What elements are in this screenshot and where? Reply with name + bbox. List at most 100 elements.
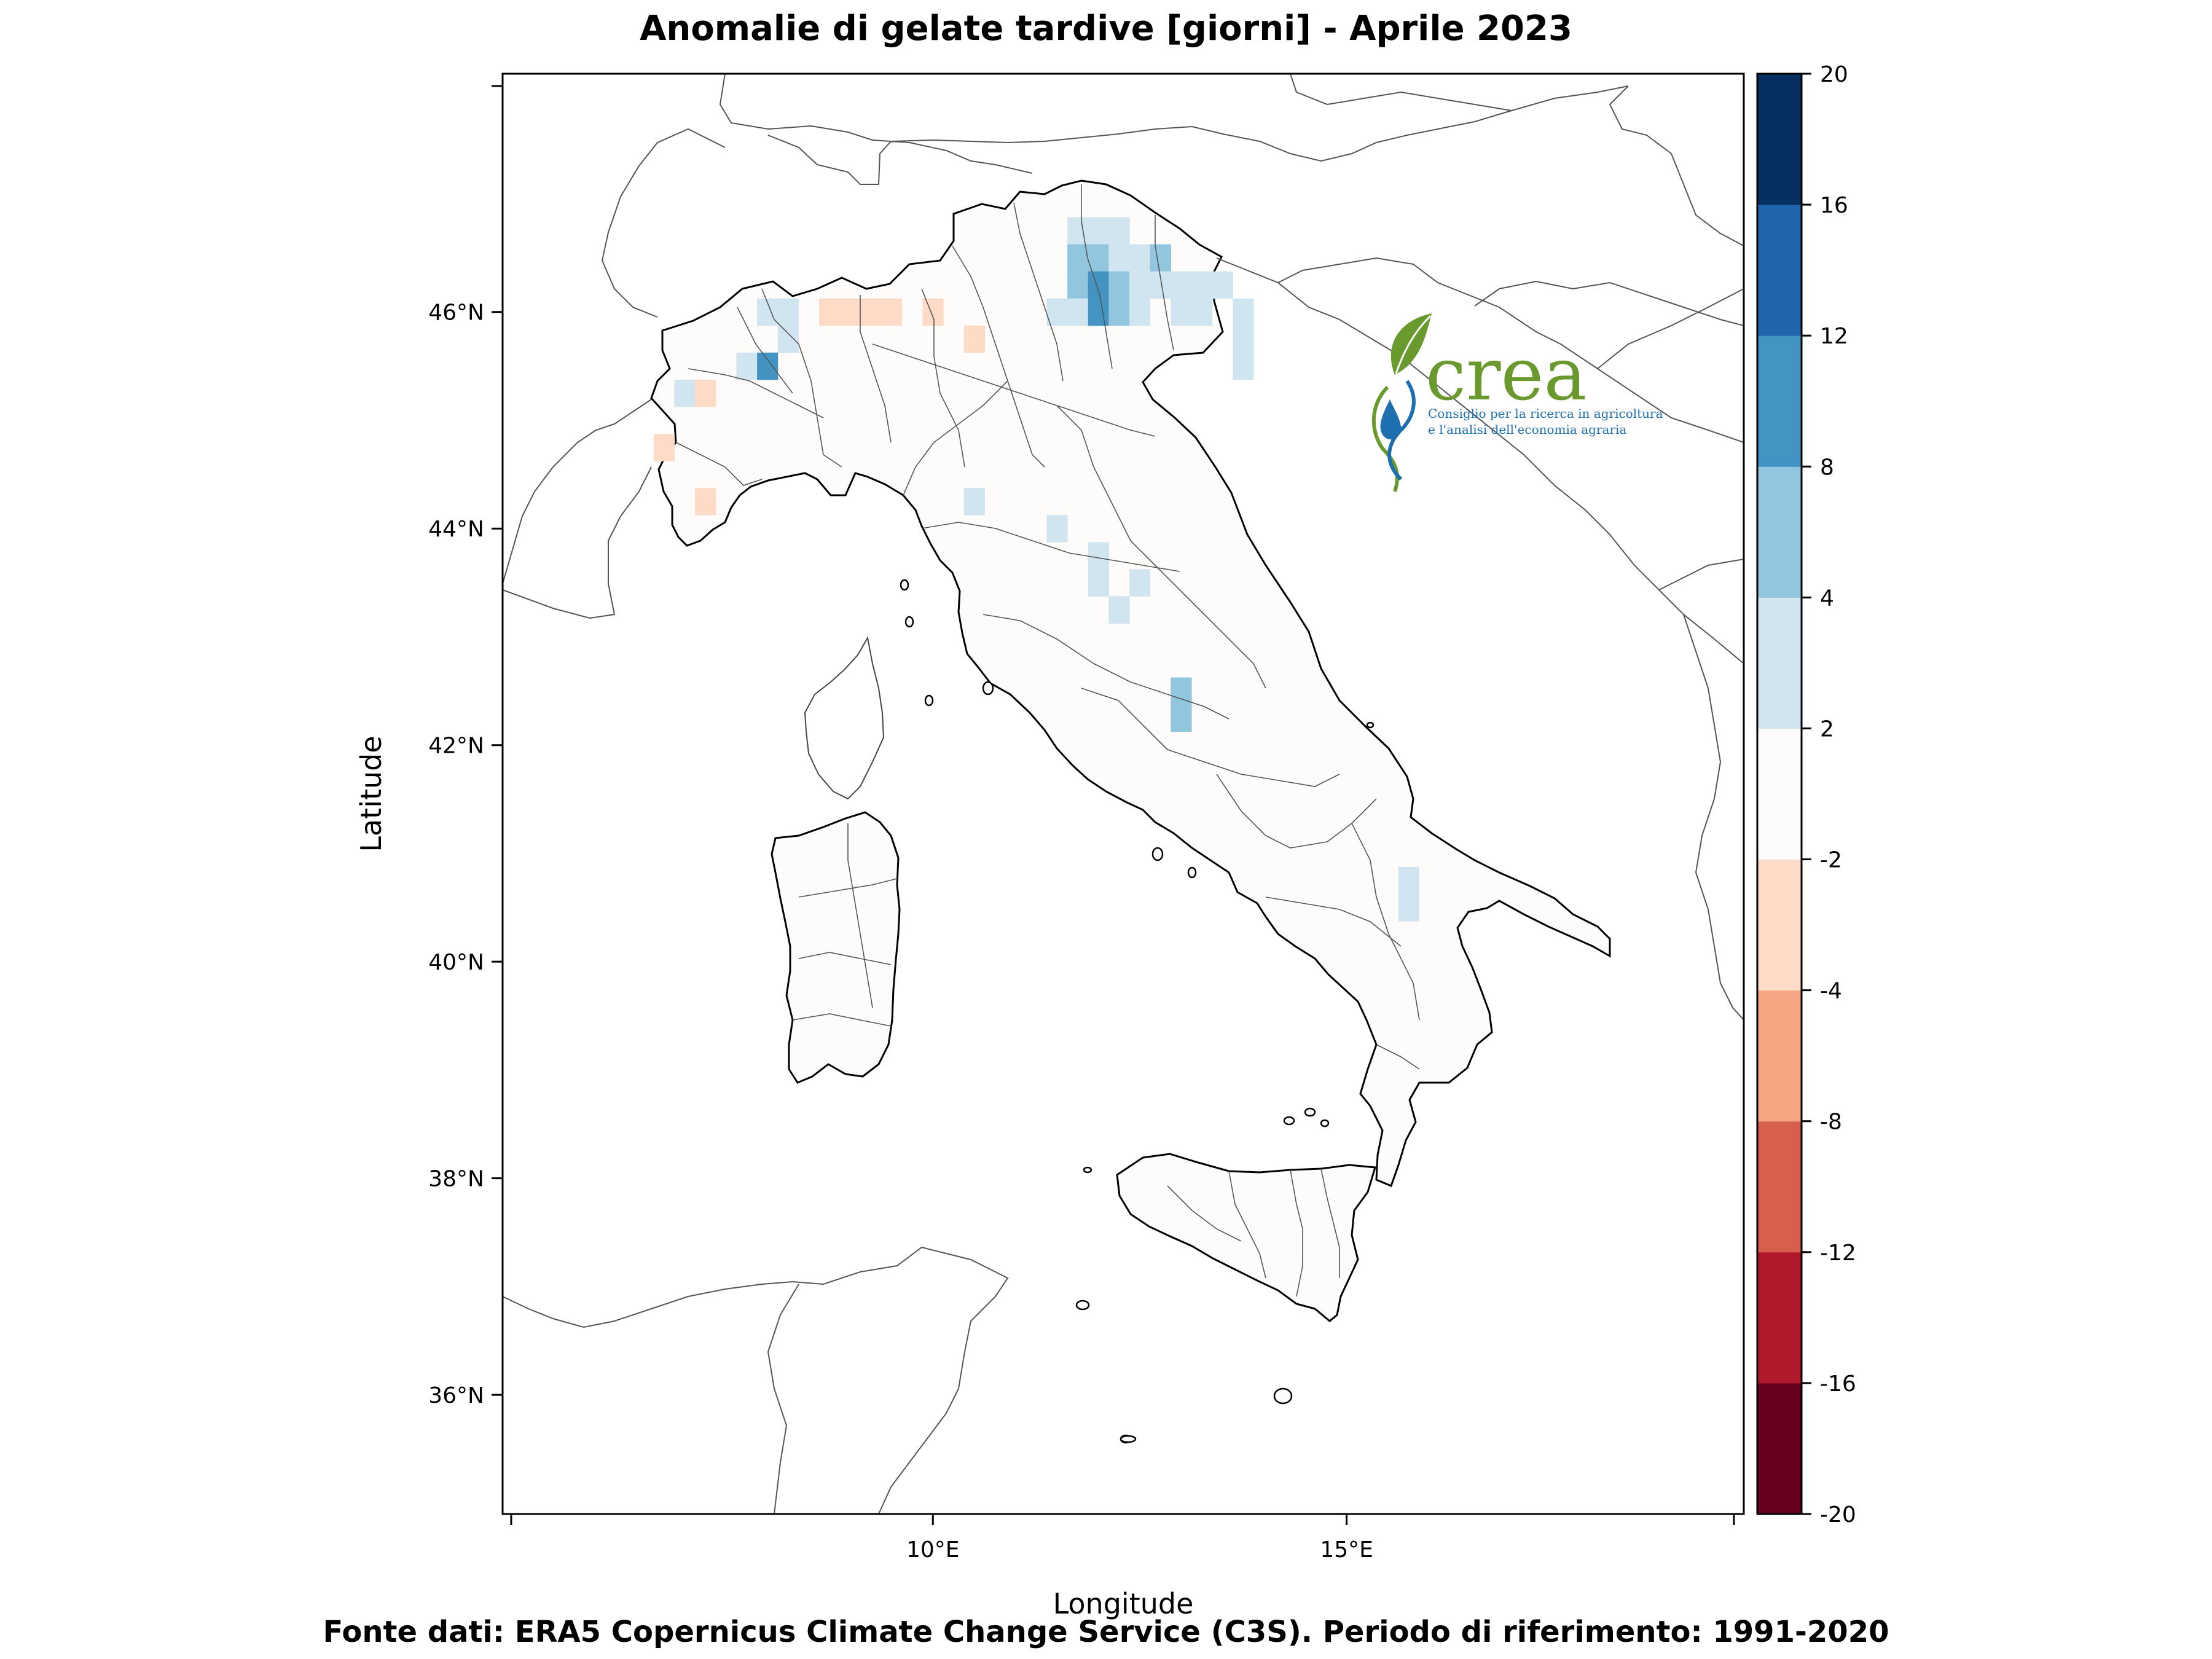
anomaly-cell [1129,569,1151,597]
colorbar-tick-label: 8 [1820,455,1834,480]
anomaly-cell [695,488,716,516]
anomaly-cell [777,298,799,326]
x-tick-label: 15°E [1320,1537,1373,1563]
colorbar-bin [1757,205,1802,336]
colorbar: -20 -16 -12 -8 -4 -2 2 4 8 12 16 20 [1756,62,1856,1528]
anomaly-cell [1067,244,1089,272]
sardinia [771,811,901,1084]
map-title: Anomalie di gelate tardive [giorni] - Ap… [640,9,1572,49]
anomaly-cell [860,298,882,326]
anomaly-cell [881,298,903,326]
logo-line-2: e l'analisi dell'economia agraria [1428,422,1626,437]
anomaly-cell [1129,271,1151,299]
y-axis: 36°N 38°N 40°N 42°N 44°N 46°N [428,85,503,1408]
colorbar-bin [1757,1382,1802,1515]
boundaries [503,74,1744,1514]
anomaly-cell [1398,894,1419,922]
colorbar-tick-label: -2 [1820,848,1842,873]
y-tick-label: 38°N [428,1167,484,1192]
anomaly-cell [922,298,944,326]
logo-name: crea [1426,332,1587,417]
colorbar-bin [1757,1121,1802,1253]
anomaly-cell [1046,298,1068,326]
anomaly-cell [1067,271,1089,299]
colorbar-tick-label: -4 [1820,979,1842,1004]
colorbar-tick-label: 12 [1820,324,1848,349]
anomaly-cell [1088,569,1109,597]
corsica [804,636,885,800]
crea-logo: crea Consiglio per la ricerca in agricol… [1371,313,1663,492]
anomaly-cell [1191,271,1213,299]
anomaly-cell [1108,217,1130,245]
colorbar-bin [1757,335,1802,467]
colorbar-tick-label: 20 [1820,62,1848,87]
anomaly-cell [1046,515,1068,543]
anomaly-cells [653,217,1419,922]
colorbar-bin [1757,1252,1802,1384]
water-drop-icon [1380,399,1402,440]
anomaly-cell [1129,244,1151,272]
anomaly-cell [1233,325,1254,353]
anomaly-cell [1150,244,1171,272]
minor-islands [900,579,1375,1444]
anomaly-cell [1171,298,1192,326]
anomaly-cell [1171,677,1192,705]
anomaly-cell [1108,271,1130,299]
anomaly-cell [1171,704,1192,732]
anomaly-cell [695,379,716,407]
colorbar-bin [1757,859,1802,991]
colorbar-bin [1757,597,1802,729]
anomaly-cell [1108,244,1130,272]
anomaly-cell [1129,298,1151,326]
colorbar-bin [1757,466,1802,598]
colorbar-frame [1756,73,1803,1515]
y-tick-label: 46°N [428,300,484,326]
y-tick-label: 40°N [428,950,484,975]
y-tick-label: 36°N [428,1383,484,1408]
y-tick-label: 44°N [428,517,484,542]
anomaly-cell [1088,217,1109,245]
colorbar-tick-label: -12 [1820,1241,1856,1266]
anomaly-cell [1088,244,1109,272]
colorbar-bin [1757,74,1802,205]
anomaly-cell [1171,271,1192,299]
colorbar-bin [1757,990,1802,1122]
anomaly-cell [1233,298,1254,326]
anomaly-cell [757,352,779,380]
anomaly-cell [674,379,696,407]
italy-mainland [650,179,1611,1187]
anomaly-cell [1088,542,1109,570]
anomaly-cell [839,298,861,326]
anomaly-cell [1088,298,1109,326]
anomaly-cell [653,434,675,461]
anomaly-cell [1108,596,1130,624]
y-tick-label: 42°N [428,734,484,759]
colorbar-tick-label: 2 [1820,716,1834,742]
colorbar-tick-label: -8 [1820,1110,1842,1135]
anomaly-cell [963,325,985,353]
colorbar-tick-label: -20 [1820,1502,1856,1528]
x-axis: 10°E 15°E [510,1514,1735,1563]
plot-frame [501,73,1745,1515]
foreign-borders [503,74,1744,1514]
anomaly-cell [1398,866,1419,895]
colorbar-bin [1757,728,1802,860]
colorbar-tick-label: -16 [1820,1371,1856,1397]
anomaly-cell [1088,271,1109,299]
anomaly-cell [819,298,841,326]
regional-borders [675,184,1420,1297]
anomaly-cell [1108,298,1130,326]
anomaly-cell [1191,298,1213,326]
anomaly-cell [1212,271,1233,299]
x-axis-label: Longitude [1053,1587,1194,1620]
colorbar-tick-label: 16 [1820,193,1848,218]
anomaly-cell [963,488,985,516]
x-tick-label: 10°E [906,1537,960,1563]
colorbar-tick-label: 4 [1820,586,1834,611]
anomaly-cell [736,352,758,380]
anomaly-cell [1067,217,1089,245]
anomaly-cell [1233,352,1254,380]
leaf-icon [1371,313,1432,492]
anomaly-cell [777,325,799,353]
